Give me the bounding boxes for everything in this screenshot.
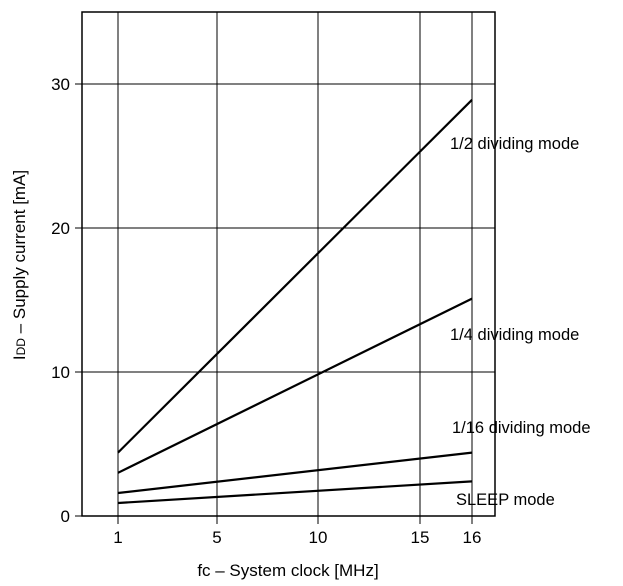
x-axis-label: fc – System clock [MHz] — [197, 561, 378, 580]
y-tick-label-0: 0 — [61, 507, 70, 526]
series-label-3: 1/16 dividing mode — [452, 419, 591, 437]
x-tick-label-5: 5 — [212, 528, 221, 547]
grid — [82, 12, 495, 516]
series-line-4 — [117, 480, 473, 505]
y-axis-ticks: 0 10 20 30 — [51, 75, 82, 526]
y-tick-label-20: 20 — [51, 219, 70, 238]
y-axis-label-suffix: – Supply current [mA] — [10, 170, 29, 338]
y-tick-label-30: 30 — [51, 75, 70, 94]
series-label-2: 1/4 dividing mode — [450, 326, 579, 344]
series-group — [117, 99, 473, 505]
series-line-1 — [117, 99, 473, 454]
series-line-3 — [117, 451, 473, 495]
y-tick-label-10: 10 — [51, 363, 70, 382]
x-axis-ticks: 1 5 10 15 16 — [113, 516, 481, 547]
y-axis-label-prefix: I — [10, 355, 29, 360]
x-tick-label-10: 10 — [309, 528, 328, 547]
series-line-2 — [117, 297, 473, 474]
series-label-4: SLEEP mode — [456, 491, 555, 509]
series-label-1: 1/2 dividing mode — [450, 135, 579, 153]
x-tick-label-1: 1 — [113, 528, 122, 547]
series-labels: 1/2 dividing mode 1/4 dividing mode 1/16 d… — [450, 135, 591, 509]
x-tick-label-15: 15 — [411, 528, 430, 547]
x-tick-label-16: 16 — [463, 528, 482, 547]
plot-frame — [81, 11, 496, 517]
y-axis-label: IDD – Supply current [mA] — [10, 170, 29, 360]
y-axis-label-subscript: DD — [14, 338, 28, 356]
